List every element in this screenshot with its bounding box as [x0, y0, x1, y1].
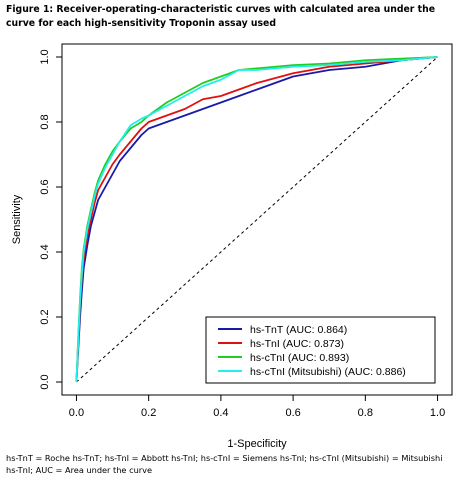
- y-tick-label: 1.0: [39, 49, 51, 64]
- x-tick-label: 0.4: [213, 407, 228, 419]
- legend-box: [205, 316, 436, 384]
- legend-label: hs-cTnI (AUC: 0.893): [250, 352, 349, 364]
- legend: hs-TnT (AUC: 0.864) hs-TnI (AUC: 0.873) hs…: [205, 316, 436, 384]
- legend-label: hs-cTnI (Mitsubishi) (AUC: 0.886): [250, 366, 406, 378]
- roc-series-line-1: [75, 56, 438, 383]
- roc-series-line-2: [75, 56, 438, 383]
- y-tick-label: 0.6: [39, 179, 51, 194]
- legend-label: hs-TnI (AUC: 0.873): [250, 338, 344, 350]
- legend-label: hs-TnT (AUC: 0.864): [250, 324, 347, 336]
- y-tick-label: 0.4: [39, 244, 51, 259]
- x-axis-title: 1-Specificity: [227, 438, 287, 450]
- y-tick-label: 0.2: [39, 309, 51, 324]
- x-tick-label: 0.8: [358, 407, 373, 419]
- y-tick-label: 0.8: [39, 114, 51, 129]
- x-tick-label: 1.0: [430, 407, 445, 419]
- y-axis-title: Sensitivity: [11, 194, 23, 244]
- y-tick-label: 0.0: [39, 374, 51, 389]
- x-tick-label: 0.6: [285, 407, 300, 419]
- roc-series-line-4: [75, 56, 438, 383]
- figure-caption: hs-TnT = Roche hs-TnT; hs-TnI = Abbott h…: [6, 453, 443, 475]
- reference-diagonal-line: [76, 56, 438, 383]
- figure-title: Figure 1: Receiver-operating-characteris…: [6, 4, 436, 29]
- x-tick-label: 0.0: [69, 407, 84, 419]
- x-tick-label: 0.2: [141, 407, 156, 419]
